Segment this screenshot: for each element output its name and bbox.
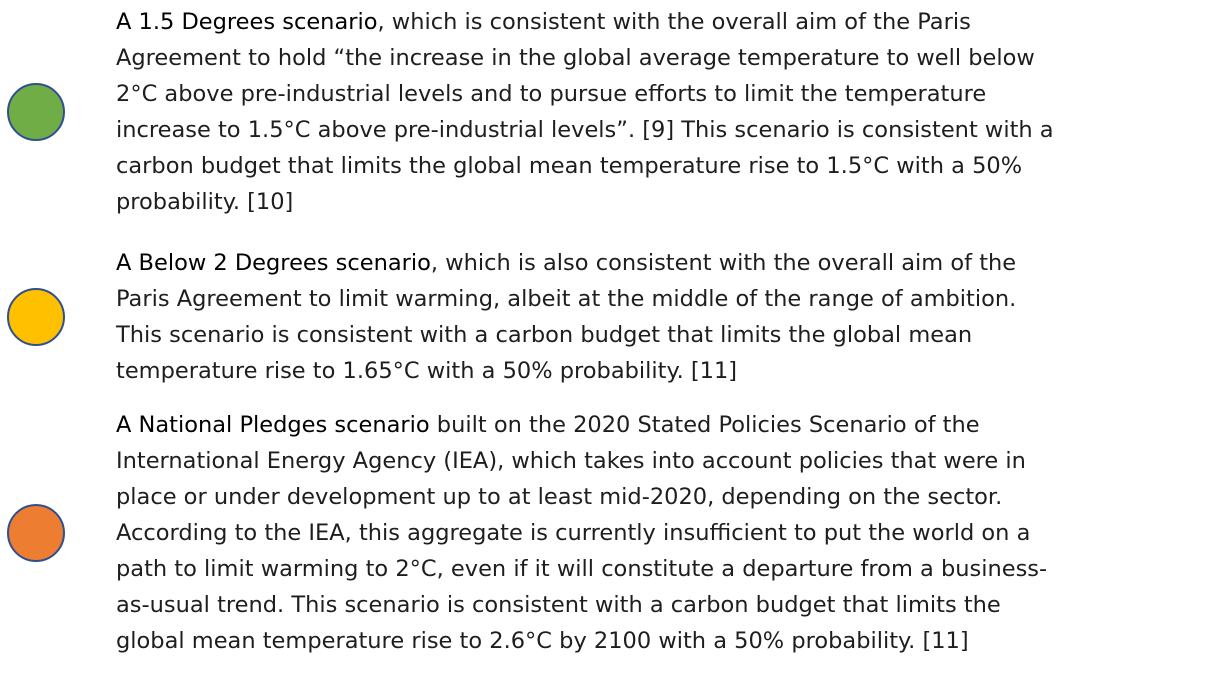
text-line: Paris Agreement to limit warming, albeit… — [116, 286, 1017, 312]
scenario-title: A 1.5 Degrees scenario — [116, 9, 378, 35]
text-line: This scenario is consistent with a carbo… — [116, 322, 973, 348]
text-line: According to the IEA, this aggregate is … — [116, 520, 1031, 546]
text-line: increase to 1.5°C above pre-industrial l… — [116, 117, 1054, 143]
scenario-title: A National Pledges scenario — [116, 412, 430, 438]
scenario-circle — [7, 288, 65, 346]
text-line: carbon budget that limits the global mea… — [116, 153, 1023, 179]
text-line: path to limit warming to 2°C, even if it… — [116, 556, 1048, 582]
text-line: Agreement to hold “the increase in the g… — [116, 45, 1035, 71]
text-line: probability. [10] — [116, 189, 294, 215]
text-run: built on the 2020 Stated Policies Scenar… — [429, 412, 980, 438]
text-line: A National Pledges scenario built on the… — [116, 407, 1206, 443]
text-line: global mean temperature rise to 2.6°C by… — [116, 628, 969, 654]
text-line: 2°C above pre-industrial levels and to p… — [116, 81, 987, 107]
text-line: A Below 2 Degrees scenario, which is als… — [116, 245, 1206, 281]
scenario-text: A 1.5 Degrees scenario, which is consist… — [116, 4, 1206, 220]
text-run: , which is consistent with the overall a… — [377, 9, 971, 35]
scenario-text: A Below 2 Degrees scenario, which is als… — [116, 245, 1206, 389]
text-line: as-usual trend. This scenario is consist… — [116, 592, 1001, 618]
text-line: A 1.5 Degrees scenario, which is consist… — [116, 4, 1206, 40]
scenario-text: A National Pledges scenario built on the… — [116, 407, 1206, 659]
text-line: temperature rise to 1.65°C with a 50% pr… — [116, 358, 738, 384]
scenario-circle — [7, 504, 65, 562]
text-run: , which is also consistent with the over… — [430, 250, 1017, 276]
scenario-circle — [7, 83, 65, 141]
text-line: International Energy Agency (IEA), which… — [116, 448, 1026, 474]
text-line: place or under development up to at leas… — [116, 484, 1003, 510]
scenario-title: A Below 2 Degrees scenario — [116, 250, 431, 276]
